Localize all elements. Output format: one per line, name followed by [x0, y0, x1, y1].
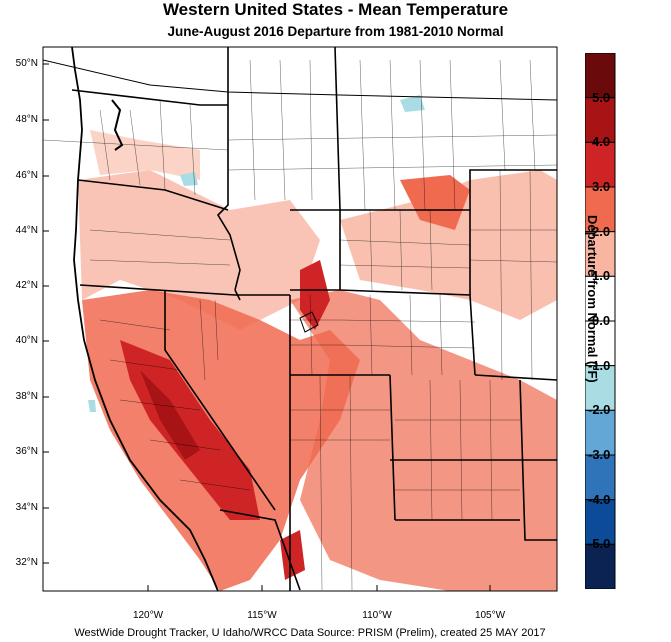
- colorbar-label: 1.0: [592, 268, 611, 284]
- latitude-ticks: [43, 63, 49, 564]
- colorbar-swatch: [585, 97, 616, 143]
- colorbar-swatch: [585, 186, 616, 233]
- colorbar-label: 0.0: [592, 313, 611, 328]
- lon-label: 120°W: [132, 610, 164, 621]
- colorbar-label: -2.0: [588, 402, 611, 418]
- lon-label: 110°W: [362, 610, 392, 621]
- lat-label: 42°N: [15, 280, 38, 291]
- colorbar-label: 4.0: [592, 134, 611, 150]
- lon-label: 105°W: [474, 610, 506, 621]
- colorbar-label: 2.0: [592, 223, 611, 239]
- colorbar-swatch: [585, 409, 616, 456]
- lat-label: 46°N: [15, 170, 38, 181]
- colorbar-swatch: [585, 499, 616, 545]
- lon-label: 115°W: [247, 610, 277, 621]
- colorbar-swatch: [585, 320, 616, 367]
- lat-label: 40°N: [15, 335, 38, 346]
- colorbar-label: -4.0: [588, 491, 611, 507]
- colorbar: [585, 53, 616, 589]
- colorbar-swatch: [585, 141, 616, 188]
- data-credit: WestWide Drought Tracker, U Idaho/WRCC D…: [74, 627, 546, 639]
- colorbar-swatch: [585, 365, 616, 411]
- map-title: Western United States - Mean Temperature: [162, 0, 509, 19]
- longitude-ticks: [147, 585, 491, 591]
- colorbar-label: -3.0: [588, 447, 611, 462]
- legend-title: Departure from Normal (°F): [585, 215, 600, 383]
- colorbar-swatch: [585, 543, 616, 589]
- colorbar-label: -5.0: [588, 536, 611, 552]
- colorbar-label: 3.0: [592, 179, 611, 194]
- lat-label: 44°N: [15, 225, 38, 236]
- colorbar-swatch: [585, 231, 616, 277]
- temperature-anomaly-field: [43, 47, 557, 591]
- colorbar-label: 5.0: [592, 89, 611, 105]
- colorbar-label: -1.0: [588, 357, 611, 373]
- lat-label: 48°N: [15, 114, 38, 125]
- lat-label: 38°N: [15, 391, 38, 402]
- lat-label: 34°N: [15, 502, 38, 513]
- lat-label: 32°N: [15, 557, 38, 568]
- lat-label: 50°N: [15, 58, 38, 69]
- lat-label: 36°N: [15, 446, 38, 457]
- map-subtitle: June-August 2016 Departure from 1981-201…: [167, 24, 504, 39]
